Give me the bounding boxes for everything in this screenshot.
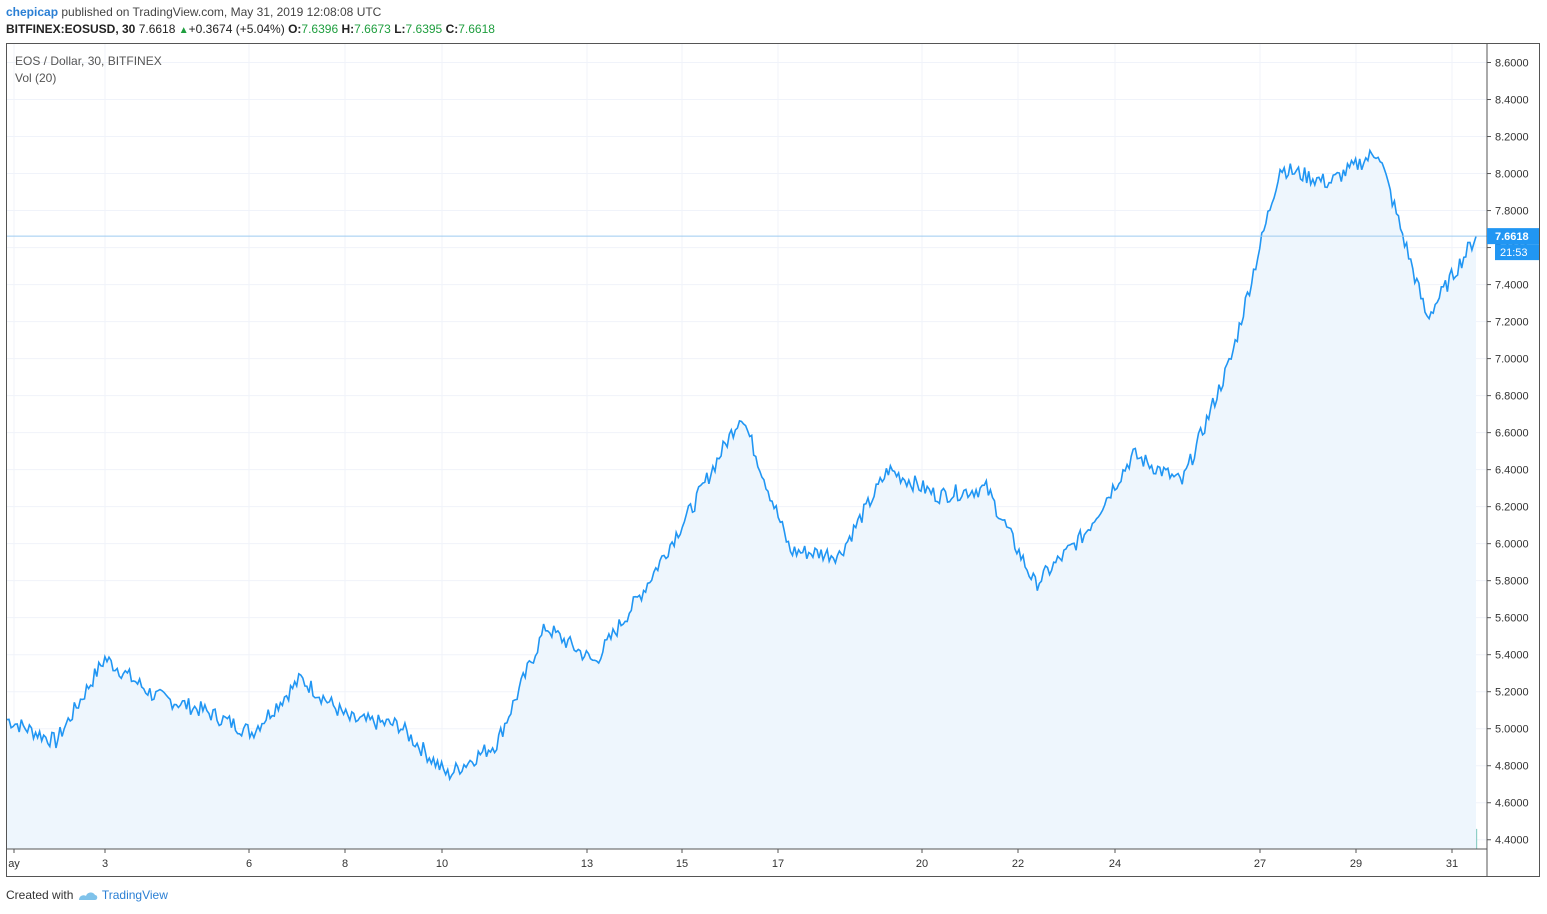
x-tick-label: ay xyxy=(8,858,20,870)
y-tick-label: 5.4000 xyxy=(1495,650,1529,662)
author-link[interactable]: chepicap xyxy=(6,5,59,19)
low-value: 7.6395 xyxy=(405,22,443,36)
high-value: 7.6673 xyxy=(354,22,391,36)
chart-frame[interactable] xyxy=(6,43,1540,877)
up-arrow-icon: ▲ xyxy=(178,25,189,36)
open-label: O: xyxy=(288,22,302,36)
price-tag-bg xyxy=(1487,228,1539,245)
series-legend[interactable]: EOS / Dollar, 30, BITFINEX xyxy=(15,54,162,68)
price-line xyxy=(6,148,1477,782)
last-price: 7.6618 xyxy=(138,22,176,36)
y-tick-label: 6.0000 xyxy=(1495,539,1529,551)
price-tag-value: 7.6618 xyxy=(1495,231,1529,243)
x-tick-label: 20 xyxy=(916,858,928,870)
y-tick-label: 6.6000 xyxy=(1495,428,1529,440)
y-tick-label: 8.2000 xyxy=(1495,132,1529,144)
y-tick-label: 7.0000 xyxy=(1495,354,1529,366)
x-tick-label: 31 xyxy=(1446,858,1458,870)
low-label: L: xyxy=(394,22,406,36)
tradingview-link[interactable]: TradingView xyxy=(101,888,168,902)
x-tick-label: 27 xyxy=(1254,858,1266,870)
tradingview-logo-icon xyxy=(77,888,102,902)
published-text: published on TradingView.com, May 31, 20… xyxy=(61,5,382,19)
y-tick-label: 8.0000 xyxy=(1495,169,1529,181)
high-label: H: xyxy=(341,22,355,36)
symbol-label: BITFINEX:EOSUSD, 30 xyxy=(6,22,136,36)
volume-bar xyxy=(1476,828,1478,849)
x-tick-label: 10 xyxy=(436,858,448,870)
y-tick-label: 7.4000 xyxy=(1495,280,1529,292)
y-tick-label: 6.4000 xyxy=(1495,465,1529,477)
price-axis: 4.4000 4.6000 4.8000 5.0000 5.2000 5.4000 5.60… xyxy=(1486,44,1529,877)
y-tick-label: 7.2000 xyxy=(1495,317,1529,329)
price-tag-countdown: 21:53 xyxy=(1500,247,1528,259)
publish-info: chepicap published on TradingView.com, M… xyxy=(6,5,381,19)
y-tick-label: 7.8000 xyxy=(1495,206,1529,218)
y-tick-label: 5.0000 xyxy=(1495,724,1529,736)
quote-line: BITFINEX:EOSUSD, 30 7.6618 ▲+0.3674 (+5.… xyxy=(6,22,495,36)
x-tick-label: 22 xyxy=(1012,858,1024,870)
close-label: C: xyxy=(445,22,459,36)
y-tick-label: 4.4000 xyxy=(1495,835,1529,847)
y-tick-label: 4.6000 xyxy=(1495,798,1529,810)
x-tick-label: 15 xyxy=(676,858,688,870)
open-value: 7.6396 xyxy=(301,22,339,36)
time-axis: ay 3 6 8 10 13 15 17 20 22 24 27 29 31 xyxy=(7,848,1487,870)
y-tick-label: 5.8000 xyxy=(1495,576,1529,588)
x-tick-label: 3 xyxy=(102,858,108,870)
footer-credit: Created with TradingView xyxy=(6,888,168,902)
created-with-text: Created with xyxy=(6,888,74,902)
y-tick-label: 5.2000 xyxy=(1495,687,1529,699)
volume-legend[interactable]: Vol (20) xyxy=(15,71,57,85)
countdown-tag-bg xyxy=(1495,244,1539,261)
x-tick-label: 8 xyxy=(342,858,348,870)
x-tick-label: 17 xyxy=(772,858,784,870)
close-value: 7.6618 xyxy=(458,22,495,36)
current-price-tag: 7.6618 21:53 xyxy=(1487,228,1539,261)
y-tick-label: 5.6000 xyxy=(1495,613,1529,625)
y-tick-label: 4.8000 xyxy=(1495,761,1529,773)
y-tick-label: 6.2000 xyxy=(1495,502,1529,514)
x-tick-label: 6 xyxy=(246,858,252,870)
x-tick-label: 24 xyxy=(1109,858,1121,870)
y-tick-label: 8.6000 xyxy=(1495,58,1529,70)
y-tick-label: 6.8000 xyxy=(1495,391,1529,403)
x-tick-label: 13 xyxy=(581,858,593,870)
x-tick-label: 29 xyxy=(1350,858,1362,870)
y-tick-label: 8.4000 xyxy=(1495,95,1529,107)
change-value: +0.3674 (+5.04%) xyxy=(188,22,285,36)
price-area-fill xyxy=(7,150,1476,849)
